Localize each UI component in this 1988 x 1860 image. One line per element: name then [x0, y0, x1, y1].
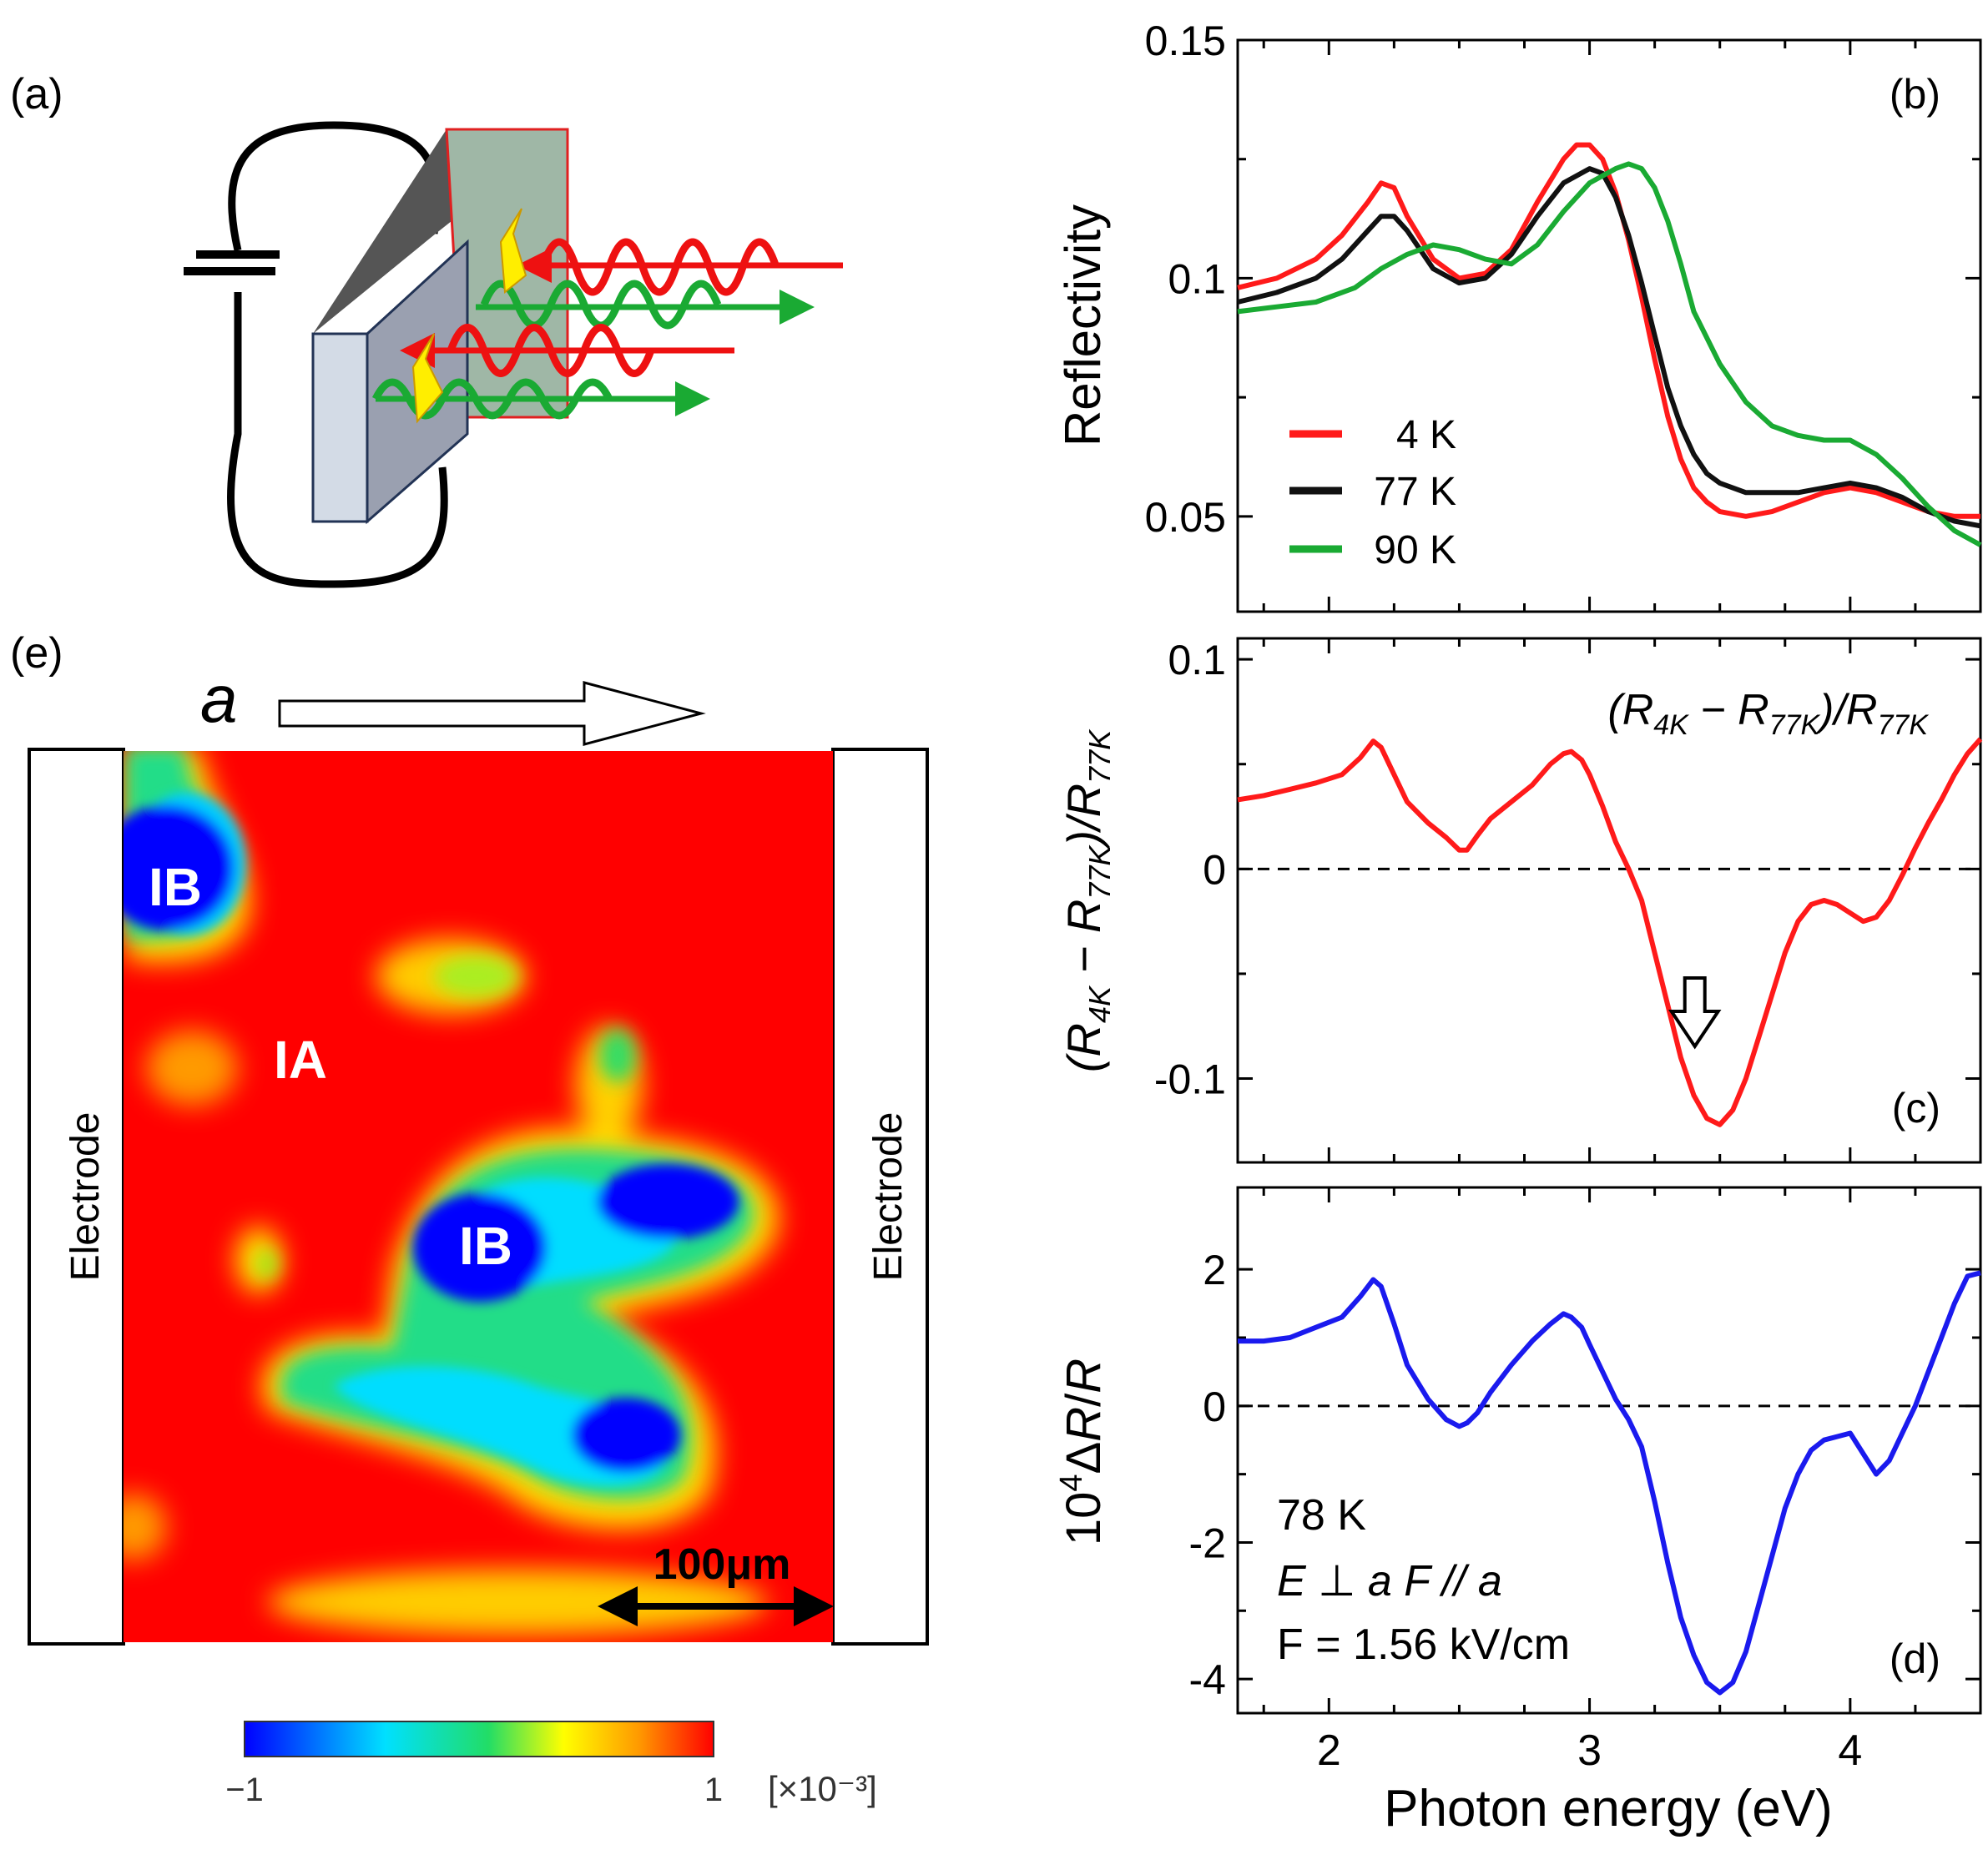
wave-green-2 [371, 378, 613, 420]
annotation-polarization: E ⊥ a F // a [1277, 1557, 1502, 1605]
electrode-right-label: Electrode [866, 1112, 911, 1282]
electrode-left-label: Electrode [63, 1112, 108, 1282]
panel-d-lines [1238, 1270, 1981, 1696]
ytick-label-d-0: -4 [1189, 1656, 1226, 1703]
ytick-label-b-1: 0.1 [1168, 255, 1226, 302]
legend-label-77K: 77 K [1374, 470, 1456, 514]
panel-b-lines [1237, 142, 1982, 547]
xtick-label-d-1: 3 [1577, 1726, 1602, 1775]
colorbar-min-label: −1 [225, 1772, 264, 1808]
legend: 4 K 77 K 90 K [1289, 413, 1456, 572]
ytick-label-d-3: 2 [1203, 1247, 1226, 1293]
panel-d-frame [1236, 1186, 1982, 1715]
panel-e-map: (e) a Electrode Electrode [10, 629, 929, 1808]
panel-d-ylabel: 104ΔR/R [1054, 1358, 1111, 1545]
dip-arrow-shape [1668, 975, 1722, 1050]
series-line-b-1 [1237, 166, 1981, 529]
electrode-right [831, 748, 929, 1646]
panel-c-ticks: -0.1 0 0.1 [1154, 637, 1980, 1162]
spark-front [411, 333, 444, 424]
panel-label-d: (d) [1890, 1636, 1940, 1682]
panel-c-frame [1236, 637, 1982, 1164]
wave-red-1 [538, 238, 780, 296]
series-line-b-0 [1237, 142, 1980, 519]
ytick-label-b-2: 0.15 [1145, 18, 1226, 64]
ytick-label-b-0: 0.05 [1145, 494, 1226, 541]
legend-label-4K: 4 K [1396, 413, 1456, 457]
panel-label-b: (b) [1890, 71, 1940, 118]
annotation-temperature: 78 K [1277, 1491, 1366, 1540]
dip-arrow [1668, 975, 1722, 1050]
circuit-wire-bottom [227, 292, 448, 588]
series-line-c-0 [1237, 737, 1983, 1127]
panel-b-ticks: 0.05 0.1 0.15 [1145, 18, 1980, 612]
region-label-IB-top: IB [149, 857, 202, 917]
colorbar [244, 1721, 714, 1757]
direction-arrow [278, 681, 706, 746]
panel-b-ylabel: Reflectivity [1055, 204, 1111, 446]
annotation-field: F = 1.56 kV/cm [1277, 1621, 1570, 1669]
ytick-label-d-2: 0 [1203, 1384, 1226, 1430]
ytick-label-d-1: -2 [1189, 1520, 1226, 1566]
electrode-left [28, 748, 125, 1646]
region-label-IA: IA [274, 1030, 327, 1090]
series-line-b-2 [1237, 161, 1982, 547]
xtick-label-d-0: 2 [1317, 1726, 1341, 1775]
panel-label-a: (a) [10, 70, 63, 118]
colorbar-max-label: 1 [704, 1772, 723, 1808]
series-line-d-0 [1238, 1270, 1981, 1696]
panel-c-difference: -0.1 0 0.1 (R4K − R77K)/R77K (R4K − R77K)/… [1057, 637, 1983, 1164]
panel-c-ylabel: (R4K − R77K)/R77K [1057, 728, 1117, 1072]
panel-b-frame [1236, 38, 1982, 613]
panel-c-annotation: (R4K − R77K)/R77K [1607, 686, 1929, 741]
crystal-top [313, 129, 568, 334]
panel-label-c: (c) [1892, 1085, 1940, 1132]
ytick-label-c-1: 0 [1203, 846, 1226, 893]
axis-a-label: a [200, 662, 238, 736]
crystal-side [311, 332, 369, 523]
panel-d-ticks: -4 -2 0 2 2 3 4 [1189, 1187, 1980, 1775]
panel-label-e: (e) [10, 629, 63, 678]
scale-bar-label: 100μm [653, 1540, 791, 1589]
panel-a-schematic: (a) [10, 70, 843, 588]
panel-d-xlabel: Photon energy (eV) [1384, 1780, 1833, 1837]
panel-b-reflectivity: 0.05 0.1 0.15 Reflectivity (b) 4 K 77 K 90… [1055, 18, 1982, 613]
ytick-label-c-0: -0.1 [1154, 1056, 1226, 1103]
panel-d-electroreflectance: -4 -2 0 2 2 3 4 104ΔR/R Photon energy (eV) (d)… [1054, 1186, 1982, 1837]
xtick-label-d-2: 4 [1838, 1726, 1862, 1775]
spark-back [499, 208, 527, 294]
ytick-label-c-2: 0.1 [1168, 637, 1226, 683]
panel-c-lines [1237, 737, 1983, 1127]
colorbar-unit-label: [×10⁻³] [768, 1769, 877, 1808]
map-field [124, 751, 833, 1642]
region-label-IB-center: IB [459, 1216, 512, 1276]
legend-label-90K: 90 K [1374, 528, 1456, 572]
